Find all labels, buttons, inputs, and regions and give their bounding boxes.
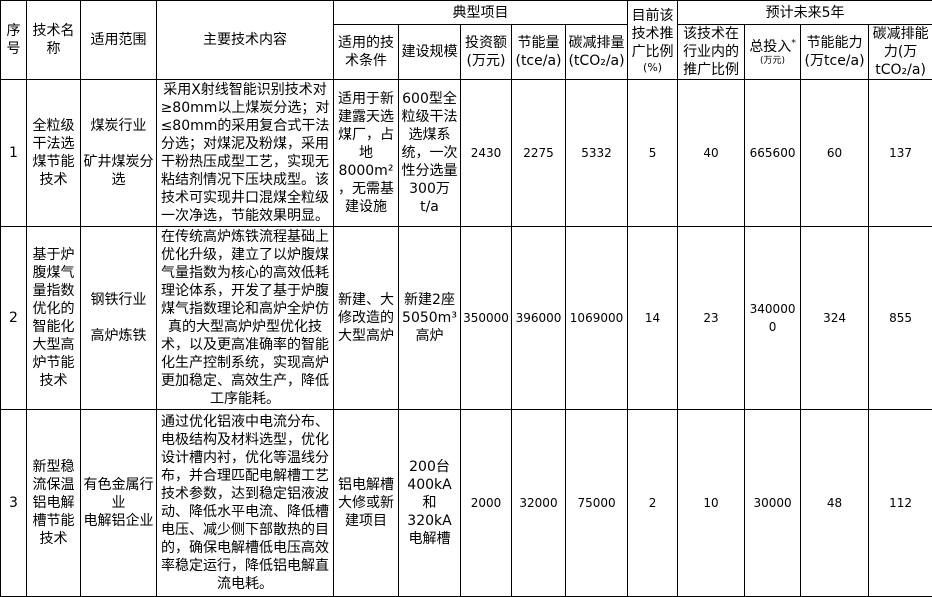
header-energy-capacity: 节能能力 (万tce/a) (801, 25, 869, 80)
header-current-promotion-unit: (%) (630, 61, 675, 74)
row3-carbon-capacity: 112 (869, 410, 932, 597)
row2-carbon-capacity: 855 (869, 227, 932, 410)
row2-conditions: 新建、大修改造的大型高炉 (334, 227, 399, 410)
row2-energy-saving: 396000 (512, 227, 566, 410)
row2-carbon-reduction: 1069000 (566, 227, 628, 410)
header-carbon-reduction: 碳减排量 (tCO₂/a) (566, 25, 628, 80)
row2-scope: 钢铁行业 高炉炼铁 (81, 227, 157, 410)
row2-investment: 350000 (461, 227, 512, 410)
row1-current-promotion: 5 (628, 80, 678, 227)
row2-tech-name: 基于炉腹煤气量指数优化的智能化大型高炉节能技术 (27, 227, 81, 410)
row3-scope: 有色金属行业 电解铝企业 (81, 410, 157, 597)
header-current-promotion: 目前该技术推广比例(%) (628, 1, 678, 80)
row2-no: 2 (1, 227, 27, 410)
row2-current-promotion: 14 (628, 227, 678, 410)
row1-industry-promotion: 40 (678, 80, 745, 227)
row1-energy-capacity: 60 (801, 80, 869, 227)
row2-industry-promotion: 23 (678, 227, 745, 410)
row3-scale: 200台400kA和320kA电解槽 (399, 410, 461, 597)
row2-main-content: 在传统高炉炼铁流程基础上优化升级，建立了以炉腹煤气量指数为核心的高效低耗理论体系… (157, 227, 334, 410)
row3-industry-promotion: 10 (678, 410, 745, 597)
header-energy-saving: 节能量 (tce/a) (512, 25, 566, 80)
row1-scope: 煤炭行业 矿井煤炭分选 (81, 80, 157, 227)
row3-investment: 2000 (461, 410, 512, 597)
row1-energy-saving: 2275 (512, 80, 566, 227)
row1-carbon-capacity: 137 (869, 80, 932, 227)
header-current-promotion-label: 目前该技术推广比例 (632, 8, 674, 60)
row3-current-promotion: 2 (628, 410, 678, 597)
row2-total-investment: 3400000 (745, 227, 801, 410)
row1-total-investment: 665600 (745, 80, 801, 227)
header-main-content: 主要技术内容 (157, 1, 334, 80)
header-carbon-capacity: 碳减排能力(万 tCO₂/a) (869, 25, 932, 80)
header-scope: 适用范围 (81, 1, 157, 80)
row3-energy-saving: 32000 (512, 410, 566, 597)
header-total-investment-unit: (万元) (747, 56, 798, 67)
row1-carbon-reduction: 5332 (566, 80, 628, 227)
row1-conditions: 适用于新建露天选煤厂，占地8000m²，无需基建设施 (334, 80, 399, 227)
table-row: 1 全粒级干法选煤节能技术 煤炭行业 矿井煤炭分选 采用X射线智能识别技术对≥8… (1, 80, 932, 227)
table-row: 2 基于炉腹煤气量指数优化的智能化大型高炉节能技术 钢铁行业 高炉炼铁 在传统高… (1, 227, 932, 410)
header-tech-name: 技术名称 (27, 1, 81, 80)
header-no: 序号 (1, 1, 27, 80)
row3-carbon-reduction: 75000 (566, 410, 628, 597)
header-row-top: 序号 技术名称 适用范围 主要技术内容 典型项目 目前该技术推广比例(%) 预计… (1, 1, 932, 25)
row3-conditions: 铝电解槽大修或新建项目 (334, 410, 399, 597)
header-group-future-5y: 预计未来5年 (678, 1, 932, 25)
footnote-asterisk: * (791, 38, 796, 48)
header-group-typical-project: 典型项目 (334, 1, 628, 25)
row3-energy-capacity: 48 (801, 410, 869, 597)
table-row: 3 新型稳流保温铝电解槽节能技术 有色金属行业 电解铝企业 通过优化铝液中电流分… (1, 410, 932, 597)
header-conditions: 适用的技术条件 (334, 25, 399, 80)
row1-investment: 2430 (461, 80, 512, 227)
row3-no: 3 (1, 410, 27, 597)
row3-total-investment: 30000 (745, 410, 801, 597)
header-total-investment: 总投入* (万元) (745, 25, 801, 80)
row3-tech-name: 新型稳流保温铝电解槽节能技术 (27, 410, 81, 597)
header-total-investment-label: 总投入 (749, 39, 791, 55)
row2-energy-capacity: 324 (801, 227, 869, 410)
row1-scale: 600型全粒级干法选煤系统，一次性分选量300万t/a (399, 80, 461, 227)
row1-tech-name: 全粒级干法选煤节能技术 (27, 80, 81, 227)
row2-scale: 新建2座5050m³高炉 (399, 227, 461, 410)
header-scale: 建设规模 (399, 25, 461, 80)
row3-main-content: 通过优化铝液中电流分布、电极结构及材料选型，优化设计槽内衬，优化等温线分布，并合… (157, 410, 334, 597)
row1-main-content: 采用X射线智能识别技术对≥80mm以上煤炭分选；对≤80mm的采用复合式干法分选… (157, 80, 334, 227)
row1-no: 1 (1, 80, 27, 227)
header-investment: 投资额 (万元) (461, 25, 512, 80)
header-industry-promotion: 该技术在行业内的推广比例 (678, 25, 745, 80)
